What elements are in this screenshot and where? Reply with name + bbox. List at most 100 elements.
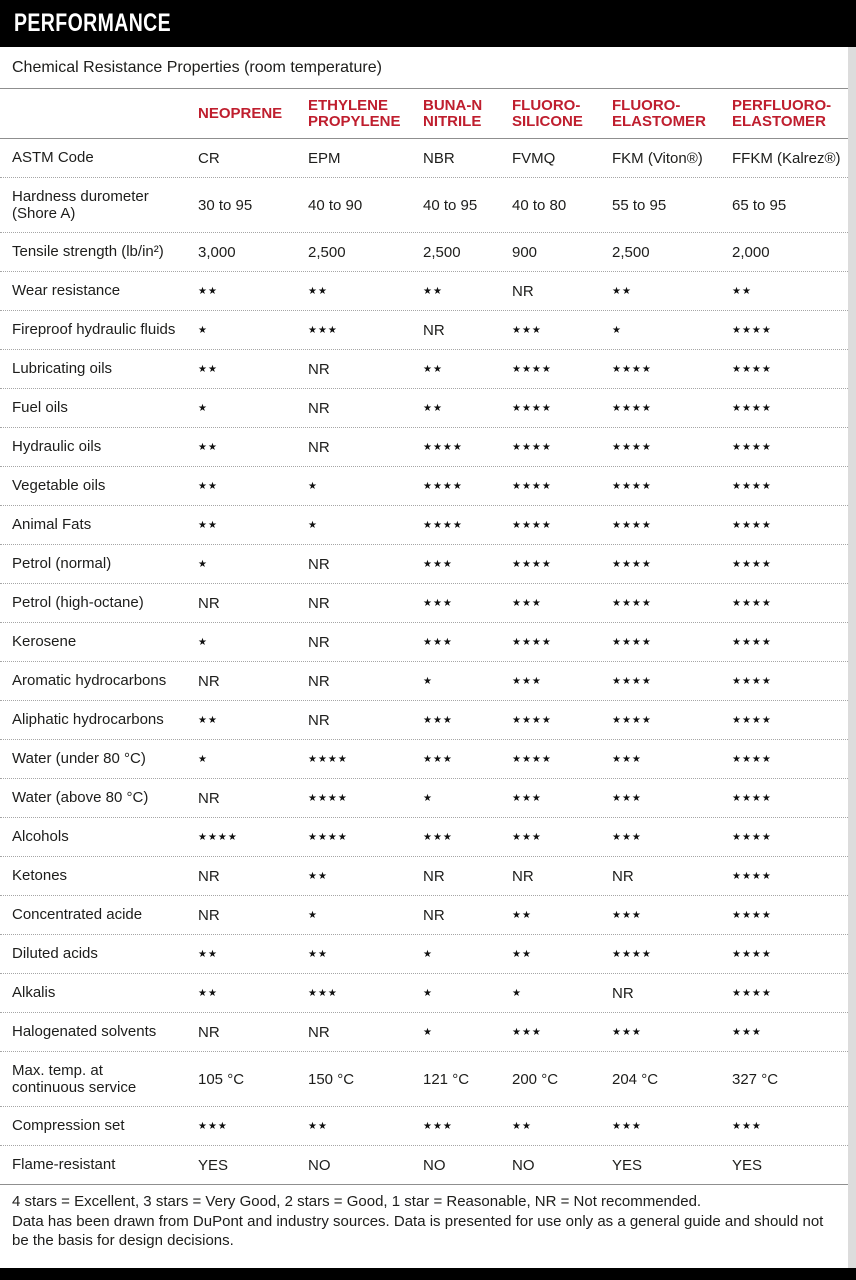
rating-stars: ★★★★ xyxy=(612,714,652,726)
rating-stars: ★★★★ xyxy=(732,363,772,375)
cell-value: NR xyxy=(308,672,330,690)
rating-stars: ★★★★ xyxy=(612,675,652,687)
table-row: Ketones NR ★★ NR NR NR ★★★★ xyxy=(0,856,856,895)
top-bar: PERFORMANCE xyxy=(0,0,856,47)
row-label: Lubricating oils xyxy=(12,360,113,378)
rating-stars: ★★★★ xyxy=(732,402,772,414)
rating-stars: ★★★★ xyxy=(612,558,652,570)
rating-stars: ★★★ xyxy=(423,1120,453,1132)
rating-stars: ★★★★ xyxy=(612,402,652,414)
rating-stars: ★★★ xyxy=(612,1120,642,1132)
cell-value: YES xyxy=(732,1156,763,1174)
row-label: Aliphatic hydrocarbons xyxy=(12,711,164,729)
rating-stars: ★ xyxy=(423,1026,433,1038)
cell-value: NR xyxy=(308,1023,330,1041)
rating-stars: ★★★ xyxy=(512,324,542,336)
rating-stars: ★★★★ xyxy=(732,636,772,648)
rating-stars: ★ xyxy=(423,948,433,960)
cell-value: 55 to 95 xyxy=(612,196,667,214)
cell-value: 900 xyxy=(512,243,538,261)
cell-value: FFKM (Kalrez®) xyxy=(732,149,841,167)
cell-value: NR xyxy=(198,594,220,612)
cell-value: 2,500 xyxy=(308,243,346,261)
cell-value: NR xyxy=(198,906,220,924)
rating-stars: ★★★ xyxy=(423,714,453,726)
rating-stars: ★★ xyxy=(308,870,328,882)
cell-value: NBR xyxy=(423,149,455,167)
row-label: Hydraulic oils xyxy=(12,438,102,456)
cell-value: 40 to 80 xyxy=(512,196,567,214)
row-label: Kerosene xyxy=(12,633,77,651)
rating-stars: ★★★★ xyxy=(732,753,772,765)
rating-stars: ★★ xyxy=(198,948,218,960)
column-header: FLUORO- ELASTOMER xyxy=(612,97,706,130)
row-label: Diluted acids xyxy=(12,945,98,963)
rating-stars: ★★★★ xyxy=(732,792,772,804)
bottom-bar xyxy=(0,1268,856,1280)
rating-stars: ★ xyxy=(308,909,318,921)
rating-stars: ★★★★ xyxy=(732,870,772,882)
cell-value: 200 °C xyxy=(512,1070,559,1088)
rating-stars: ★★★★ xyxy=(423,441,463,453)
column-header: ETHYLENE PROPYLENE xyxy=(308,97,401,130)
table-row: Flame-resistant YES NO NO NO YES YES xyxy=(0,1145,856,1184)
table-row: Alkalis ★★ ★★★ ★ ★ NR ★★★★ xyxy=(0,973,856,1012)
cell-value: FKM (Viton®) xyxy=(612,149,703,167)
table-row: Kerosene ★ NR ★★★ ★★★★ ★★★★ ★★★★ xyxy=(0,622,856,661)
legend-note: 4 stars = Excellent, 3 stars = Very Good… xyxy=(12,1193,702,1210)
rating-stars: ★★ xyxy=(198,441,218,453)
row-label: Aromatic hydrocarbons xyxy=(12,672,167,690)
cell-value: 40 to 95 xyxy=(423,196,478,214)
cell-value: NR xyxy=(308,555,330,573)
rating-stars: ★★★ xyxy=(423,558,453,570)
cell-value: NR xyxy=(308,711,330,729)
cell-value: FVMQ xyxy=(512,149,556,167)
rating-stars: ★★★★ xyxy=(732,480,772,492)
row-label: Vegetable oils xyxy=(12,477,106,495)
cell-value: CR xyxy=(198,149,220,167)
rating-stars: ★★★ xyxy=(423,636,453,648)
row-label: Alcohols xyxy=(12,828,69,846)
row-label: Compression set xyxy=(12,1117,125,1135)
rating-stars: ★ xyxy=(198,324,208,336)
rating-stars: ★★★★ xyxy=(732,597,772,609)
cell-value: 2,000 xyxy=(732,243,770,261)
cell-value: 40 to 90 xyxy=(308,196,363,214)
rating-stars: ★★★ xyxy=(612,1026,642,1038)
rating-stars: ★★★★ xyxy=(512,402,552,414)
table-row: Petrol (high-octane) NR NR ★★★ ★★★ ★★★★ ★★★★ xyxy=(0,583,856,622)
rating-stars: ★★ xyxy=(308,948,328,960)
cell-value: 65 to 95 xyxy=(732,196,787,214)
row-label: Animal Fats xyxy=(12,516,92,534)
table-row: Hydraulic oils ★★ NR ★★★★ ★★★★ ★★★★ ★★★★ xyxy=(0,427,856,466)
cell-value: 2,500 xyxy=(612,243,650,261)
rating-stars: ★ xyxy=(308,519,318,531)
rating-stars: ★ xyxy=(512,987,522,999)
cell-value: 2,500 xyxy=(423,243,461,261)
cell-value: NR xyxy=(512,282,534,300)
rating-stars: ★★ xyxy=(198,987,218,999)
rating-stars: ★★★★ xyxy=(512,753,552,765)
row-label: Flame-resistant xyxy=(12,1156,116,1174)
column-header: PERFLUORO- ELASTOMER xyxy=(732,97,832,130)
cell-value: NR xyxy=(612,984,634,1002)
rating-stars: ★★★★ xyxy=(308,831,348,843)
cell-value: NR xyxy=(198,1023,220,1041)
rating-stars: ★ xyxy=(198,558,208,570)
cell-value: NR xyxy=(198,789,220,807)
rating-stars: ★★★★ xyxy=(423,519,463,531)
table-row: Concentrated acide NR ★ NR ★★ ★★★ ★★★★ xyxy=(0,895,856,934)
rating-stars: ★★★★ xyxy=(732,987,772,999)
rating-stars: ★★★★ xyxy=(612,948,652,960)
table-row: Water (above 80 °C) NR ★★★★ ★ ★★★ ★★★ ★★★★ xyxy=(0,778,856,817)
rating-stars: ★★ xyxy=(308,1120,328,1132)
cell-value: NR xyxy=(198,867,220,885)
row-label: Halogenated solvents xyxy=(12,1023,157,1041)
row-label: Petrol (high-octane) xyxy=(12,594,144,612)
cell-value: NR xyxy=(308,399,330,417)
table-row: Aliphatic hydrocarbons ★★ NR ★★★ ★★★★ ★★★★ ★★★… xyxy=(0,700,856,739)
row-label: Tensile strength (lb/in²) xyxy=(12,243,164,261)
rating-stars: ★★★★ xyxy=(512,558,552,570)
row-label: Water (above 80 °C) xyxy=(12,789,149,807)
cell-value: NO xyxy=(308,1156,331,1174)
